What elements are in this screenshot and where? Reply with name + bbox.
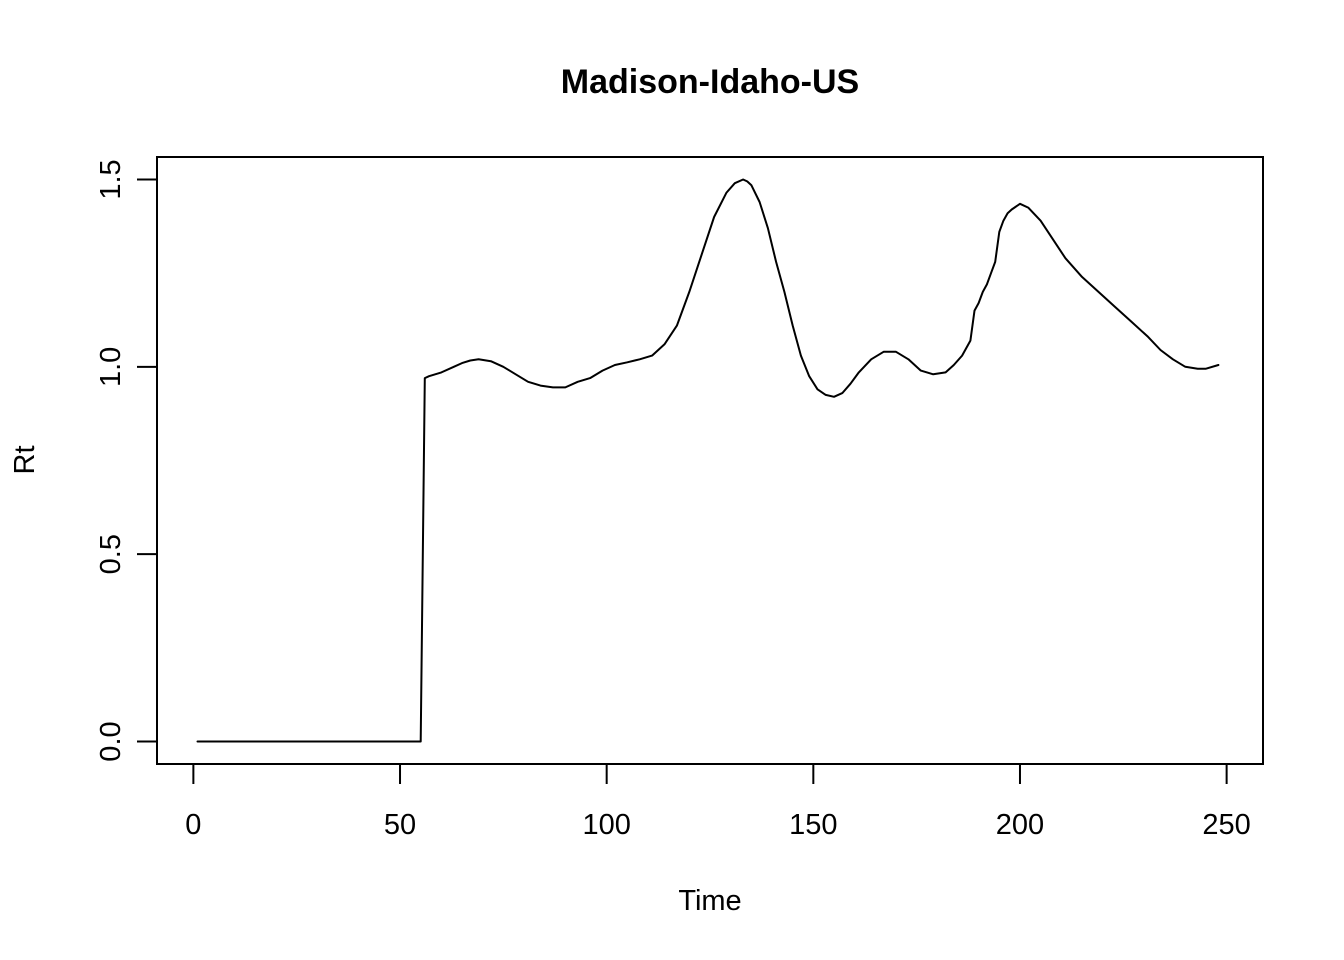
x-tick-label: 200 [996,809,1044,841]
y-tick-label: 0.0 [95,721,127,761]
x-tick-label: 100 [582,809,630,841]
y-tick-label: 1.5 [95,159,127,199]
y-tick-label: 1.0 [95,347,127,387]
x-tick-label: 250 [1202,809,1250,841]
x-tick-label: 150 [789,809,837,841]
x-tick-label: 50 [384,809,416,841]
y-tick-label: 0.5 [95,534,127,574]
x-axis-label: Time [678,885,741,917]
series-layer [196,178,1220,743]
x-axis: 0 50 100 150 200 250 [185,763,1251,841]
y-axis: 0.0 0.5 1.0 1.5 [95,159,158,762]
y-axis-label: Rt [9,446,41,475]
series-line [196,178,1220,743]
chart-title: Madison-Idaho-US [561,63,859,101]
x-tick-label: 0 [185,809,201,841]
plot-frame [156,156,1264,765]
